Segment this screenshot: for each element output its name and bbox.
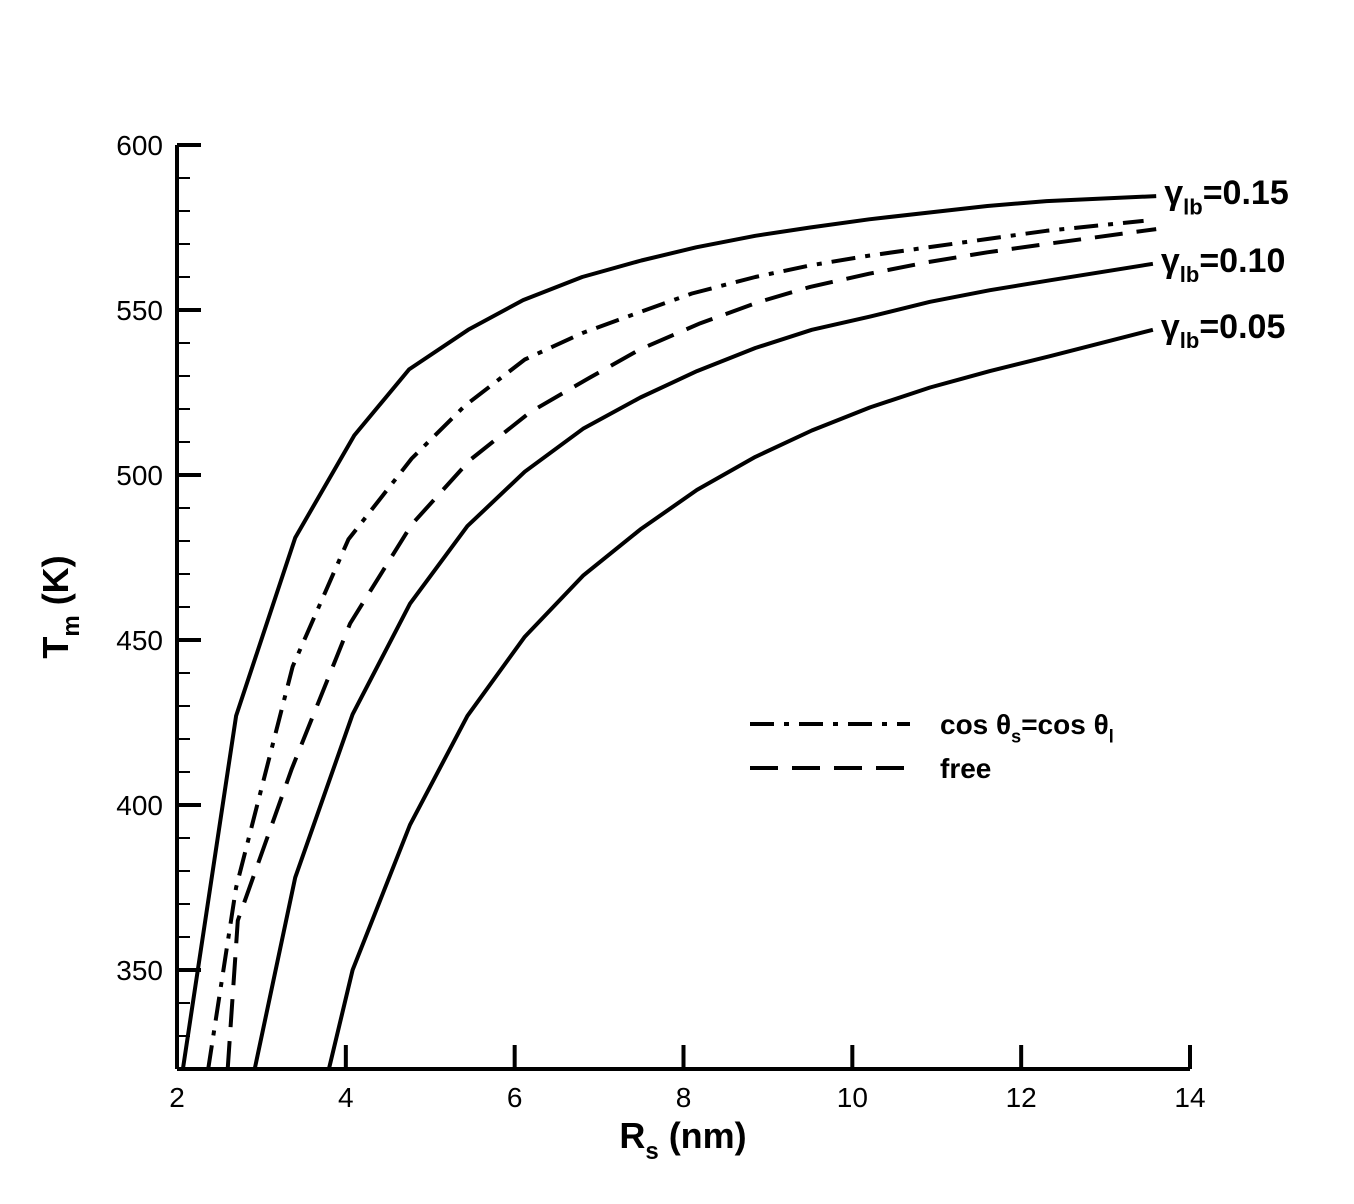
y-tick-label: 400: [116, 790, 163, 821]
text-part: =0.10: [1199, 242, 1285, 280]
subscript: lb: [1180, 328, 1200, 353]
series-label: γlb=0.15: [1164, 174, 1289, 219]
series-line: [225, 227, 1157, 1070]
subscript: l: [1109, 726, 1114, 746]
legend-label: cos θs=cos θl: [940, 709, 1114, 746]
text-part: T: [35, 637, 76, 659]
x-tick-label: 8: [676, 1082, 692, 1113]
series-line: [252, 261, 1154, 1070]
x-tick-label: 12: [1006, 1082, 1037, 1113]
x-tick-label: 6: [507, 1082, 523, 1113]
subscript: lb: [1183, 194, 1203, 219]
legend-label: free: [940, 753, 991, 784]
text-part: γ: [1164, 174, 1183, 212]
y-tick-label: 450: [116, 625, 163, 656]
text-part: (nm): [659, 1115, 747, 1156]
x-tick-label: 2: [169, 1082, 185, 1113]
y-axis-title: Tm (K): [35, 555, 85, 658]
text-part: =0.05: [1199, 308, 1285, 346]
series-label: γlb=0.05: [1161, 308, 1286, 353]
text-part: cos θ: [940, 709, 1011, 740]
series-label: γlb=0.10: [1161, 242, 1286, 287]
x-tick-label: 14: [1174, 1082, 1205, 1113]
subscript: s: [645, 1138, 658, 1165]
text-part: R: [619, 1115, 645, 1156]
text-part: (K): [35, 555, 76, 615]
subscript: lb: [1180, 262, 1200, 287]
text-part: free: [940, 753, 991, 784]
x-tick-label: 4: [338, 1082, 354, 1113]
series-line: [206, 218, 1144, 1070]
subscript: s: [1011, 726, 1021, 746]
series-line: [180, 194, 1157, 1070]
text-part: γ: [1161, 242, 1180, 280]
y-tick-label: 550: [116, 295, 163, 326]
text-part: =0.15: [1203, 174, 1289, 212]
x-axis-title: Rs (nm): [619, 1115, 746, 1165]
y-tick-label: 600: [116, 130, 163, 161]
subscript: m: [58, 615, 85, 636]
text-part: =cos θ: [1021, 709, 1109, 740]
y-tick-label: 350: [116, 955, 163, 986]
x-tick-label: 10: [837, 1082, 868, 1113]
series-line: [326, 327, 1154, 1070]
text-part: γ: [1161, 308, 1180, 346]
y-tick-label: 500: [116, 460, 163, 491]
